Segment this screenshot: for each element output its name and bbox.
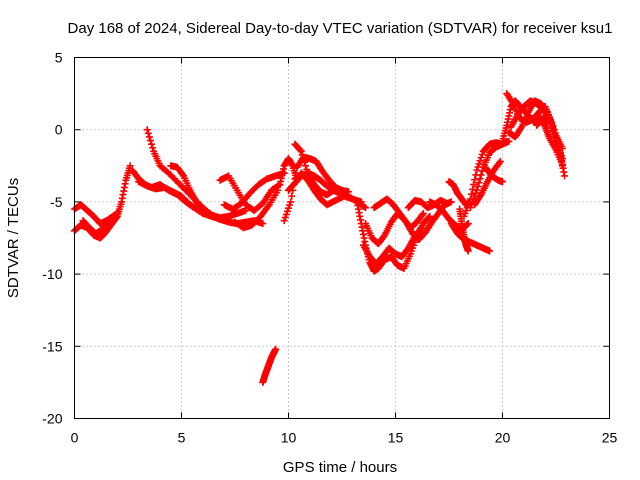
x-tick-label: 20 (495, 430, 511, 446)
data-point (475, 179, 483, 187)
data-point (287, 198, 295, 206)
data-point (473, 186, 481, 194)
data-point (149, 144, 157, 152)
data-point (447, 198, 455, 206)
x-tick-label: 5 (178, 430, 186, 446)
data-point (418, 211, 426, 219)
series-t7 (167, 162, 250, 222)
data-point (477, 171, 485, 179)
data-point (551, 134, 559, 142)
series-t33 (533, 114, 566, 163)
x-axis: 0 5 10 15 20 25 (71, 57, 618, 446)
data-point (144, 129, 152, 137)
data-point (111, 215, 119, 223)
data-point (476, 175, 484, 183)
y-axis-label: SDTVAR / TECUs (5, 178, 22, 298)
data-point (143, 126, 151, 134)
series-t15 (285, 169, 344, 196)
series-t28 (481, 163, 506, 186)
data-point (380, 233, 388, 241)
data-point (362, 204, 370, 212)
x-tick-label: 15 (388, 430, 404, 446)
data-point (298, 151, 306, 159)
data-point (474, 182, 482, 190)
series-t24 (456, 205, 472, 255)
series-t9 (220, 169, 288, 213)
data-point (463, 221, 471, 229)
data-point (288, 192, 296, 200)
data-point (113, 209, 121, 217)
data-point (416, 225, 424, 233)
series-t3 (79, 215, 119, 238)
data-point (558, 155, 566, 163)
data-point (299, 155, 307, 163)
data-point (478, 167, 486, 175)
data-point (470, 181, 478, 189)
data-point (548, 124, 556, 132)
data-point (179, 170, 187, 178)
data-point (469, 185, 477, 193)
x-tick-label: 10 (281, 430, 297, 446)
data-point (464, 220, 472, 228)
y-tick-label: 0 (55, 122, 63, 138)
series-t11 (259, 345, 280, 386)
y-tick-label: -15 (42, 338, 62, 354)
data-point (549, 127, 557, 135)
data-point (259, 220, 267, 228)
data-point (505, 137, 513, 145)
data-point (419, 209, 427, 217)
data-point (464, 247, 472, 255)
data-point (486, 247, 494, 255)
data-point (561, 172, 569, 180)
y-axis: 5 0 -5 -10 -15 -20 (42, 50, 610, 427)
x-tick-label: 25 (602, 430, 618, 446)
data-point (550, 131, 558, 139)
chart-title: Day 168 of 2024, Sidereal Day-to-day VTE… (68, 20, 613, 37)
data-point (425, 214, 433, 222)
data-point (146, 137, 154, 145)
data-point (336, 188, 344, 196)
plot-frame (74, 57, 610, 419)
y-tick-label: -10 (42, 266, 62, 282)
data-point (292, 169, 300, 177)
data-point (417, 224, 425, 232)
data-point (145, 133, 153, 141)
series-t17 (359, 224, 425, 268)
data-point (297, 147, 305, 155)
y-tick-label: -20 (42, 411, 62, 427)
data-point (148, 140, 156, 148)
data-point (126, 162, 134, 170)
x-axis-label: GPS time / hours (283, 459, 397, 476)
data-point (443, 199, 451, 207)
data-point (360, 203, 368, 211)
y-tick-label: -5 (50, 194, 63, 210)
series-t8 (216, 172, 284, 215)
data-point (426, 212, 434, 220)
data-point (296, 146, 304, 154)
data-point (471, 176, 479, 184)
data-point (302, 162, 310, 170)
x-tick-label: 0 (71, 430, 79, 446)
data-point (546, 117, 554, 125)
grid (74, 57, 610, 419)
series-t6 (135, 178, 203, 215)
series-t10 (231, 186, 282, 232)
data-point (547, 120, 555, 128)
data-point (499, 178, 506, 186)
data-point (542, 107, 550, 115)
y-tick-label: 5 (55, 50, 63, 66)
data-points (71, 90, 569, 386)
data-point (495, 159, 503, 167)
data-point (496, 157, 504, 165)
data-point (272, 345, 280, 353)
data-point (301, 158, 309, 166)
data-point (274, 186, 282, 194)
